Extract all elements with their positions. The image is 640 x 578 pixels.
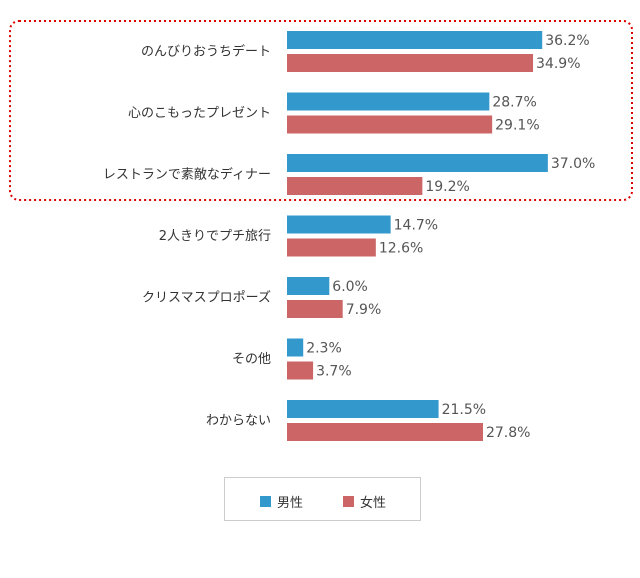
category-label: 2人きりでプチ旅行 bbox=[159, 229, 271, 244]
category-label: クリスマスプロポーズ bbox=[142, 290, 271, 306]
bar-female bbox=[287, 115, 493, 134]
bar-male bbox=[287, 400, 439, 418]
bar-female bbox=[287, 300, 343, 318]
category-label: のんびりおうちデート bbox=[141, 44, 271, 60]
data-label: 12.6% bbox=[379, 241, 423, 257]
bar-male bbox=[287, 154, 548, 172]
legend: 男性 女性 bbox=[224, 477, 421, 521]
category-label: わからない bbox=[206, 414, 271, 429]
bar-male bbox=[287, 215, 391, 234]
highlight-box bbox=[9, 20, 633, 201]
bar-chart: のんびりおうちデート 36.2% 34.9% 心のこもったプレゼント 28.7% 29.1… bbox=[9, 20, 633, 441]
data-label: 19.2% bbox=[425, 179, 469, 195]
data-label: 27.8% bbox=[486, 425, 530, 441]
bar-male bbox=[287, 92, 490, 111]
legend-item-female: 女性 bbox=[343, 492, 386, 511]
category-label: その他 bbox=[232, 352, 271, 367]
data-label: 29.1% bbox=[495, 118, 539, 134]
bar-male bbox=[287, 277, 330, 295]
data-label: 3.7% bbox=[316, 364, 352, 380]
data-label: 7.9% bbox=[346, 302, 382, 318]
data-label: 28.7% bbox=[492, 95, 536, 111]
bar-female bbox=[287, 361, 314, 380]
bar-female bbox=[287, 423, 483, 441]
data-label: 2.3% bbox=[306, 341, 342, 357]
bar-male bbox=[287, 31, 543, 49]
data-label: 14.7% bbox=[394, 218, 438, 234]
bar-female bbox=[287, 177, 423, 195]
bar-female bbox=[287, 54, 534, 72]
legend-swatch-female bbox=[343, 496, 354, 507]
data-label: 6.0% bbox=[332, 279, 368, 295]
legend-item-male: 男性 bbox=[260, 492, 303, 511]
bar-female bbox=[287, 238, 376, 257]
category-label: レストランで素敵なディナー bbox=[103, 167, 271, 183]
data-label: 21.5% bbox=[442, 402, 486, 418]
data-label: 37.0% bbox=[551, 156, 595, 172]
legend-label-female: 女性 bbox=[360, 496, 387, 511]
data-label: 34.9% bbox=[536, 56, 580, 72]
legend-label-male: 男性 bbox=[277, 496, 304, 511]
data-label: 36.2% bbox=[545, 33, 589, 49]
legend-swatch-male bbox=[260, 496, 271, 507]
category-label: 心のこもったプレゼント bbox=[128, 106, 271, 121]
bar-male bbox=[287, 338, 304, 357]
